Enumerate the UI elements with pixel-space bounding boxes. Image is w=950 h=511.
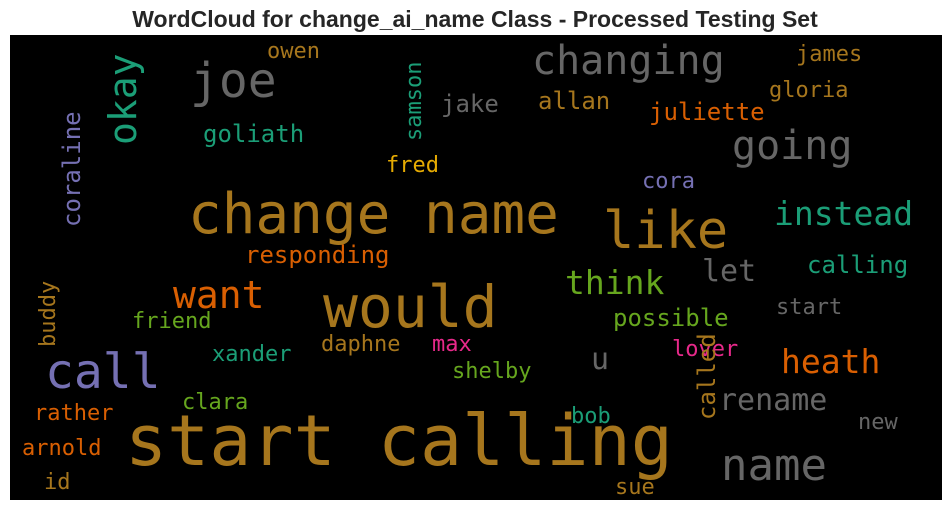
word-start-calling: start calling bbox=[125, 400, 673, 482]
word-james: james bbox=[796, 42, 862, 67]
word-want: want bbox=[173, 273, 265, 317]
word-max: max bbox=[432, 332, 472, 357]
word-u: u bbox=[591, 342, 609, 377]
wordcloud-canvas: start calling would change name like call joe… bbox=[10, 35, 942, 500]
word-shelby: shelby bbox=[452, 359, 531, 384]
word-name: name bbox=[721, 440, 827, 491]
word-let: let bbox=[702, 254, 756, 289]
word-xander: xander bbox=[212, 342, 291, 367]
chart-title: WordCloud for change_ai_name Class - Pro… bbox=[132, 6, 818, 32]
word-sue: sue bbox=[615, 475, 655, 500]
word-changing: changing bbox=[532, 38, 725, 84]
word-lover: lover bbox=[672, 337, 738, 362]
word-responding: responding bbox=[245, 241, 390, 269]
word-okay: okay bbox=[101, 53, 145, 145]
word-possible: possible bbox=[613, 304, 729, 332]
word-clara: clara bbox=[182, 390, 248, 415]
word-juliette: juliette bbox=[649, 98, 765, 126]
word-start: start bbox=[776, 295, 842, 320]
word-arnold: arnold bbox=[22, 436, 101, 461]
word-friend: friend bbox=[132, 309, 211, 334]
word-coraline: coraline bbox=[58, 111, 86, 227]
word-bob: bob bbox=[571, 404, 611, 429]
word-instead: instead bbox=[774, 194, 913, 233]
word-calling: calling bbox=[807, 251, 908, 279]
word-daphne: daphne bbox=[321, 332, 400, 357]
word-buddy: buddy bbox=[36, 281, 61, 347]
word-call: call bbox=[45, 344, 161, 400]
word-like: like bbox=[603, 201, 728, 261]
word-jake: jake bbox=[441, 90, 499, 118]
word-fred: fred bbox=[386, 153, 439, 178]
word-samson: samson bbox=[402, 62, 427, 141]
word-rather: rather bbox=[34, 401, 113, 426]
word-allan: allan bbox=[538, 87, 610, 115]
word-going: going bbox=[732, 123, 852, 169]
wordcloud-svg: start calling would change name like call joe… bbox=[22, 38, 913, 500]
word-rename: rename bbox=[719, 383, 827, 418]
word-id: id bbox=[44, 470, 71, 495]
word-change-name: change name bbox=[188, 182, 559, 247]
word-goliath: goliath bbox=[203, 120, 304, 148]
word-new: new bbox=[858, 410, 898, 435]
word-would: would bbox=[323, 273, 498, 341]
word-cora: cora bbox=[642, 169, 695, 194]
word-called: called bbox=[693, 333, 721, 420]
word-gloria: gloria bbox=[769, 78, 848, 103]
word-think: think bbox=[565, 263, 664, 302]
word-owen: owen bbox=[267, 39, 320, 64]
word-heath: heath bbox=[781, 342, 880, 381]
word-joe: joe bbox=[190, 53, 277, 109]
